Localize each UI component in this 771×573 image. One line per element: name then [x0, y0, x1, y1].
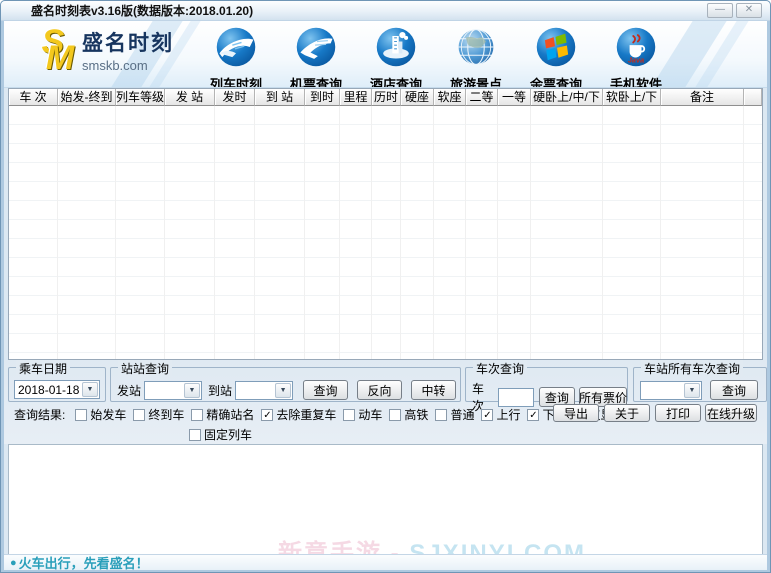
windows-icon: [534, 25, 578, 72]
column-header-duration[interactable]: 历时: [372, 89, 401, 106]
about-button[interactable]: 关于: [604, 404, 650, 422]
checkbox-departing-trains[interactable]: 始发车: [75, 406, 126, 423]
toolbar-label: 列车时刻: [209, 77, 262, 88]
travel-date-combobox[interactable]: 2018-01-18 ▼: [14, 380, 100, 399]
toolbar-item-tourist-spots[interactable]: 旅游景点: [436, 25, 516, 88]
detail-panel: [8, 444, 763, 556]
from-station-label: 发站: [117, 383, 142, 398]
checkbox-fixed-train[interactable]: 固定列车: [189, 426, 252, 443]
station-group-label: 站站查询: [118, 360, 173, 377]
title-bar: 盛名时刻表v3.16版(数据版本:2018.01.20) — ✕: [1, 1, 770, 21]
all-fares-button[interactable]: 所有票价: [579, 387, 627, 407]
train-group-label: 车次查询: [473, 360, 528, 377]
column-header-dep-time[interactable]: 发时: [215, 89, 255, 106]
column-header-hard-sleeper[interactable]: 硬卧上/中/下: [531, 89, 603, 106]
toolbar-item-ticket-availability[interactable]: 余票查询: [516, 25, 596, 88]
checkbox-upbound[interactable]: ✓ 上行: [481, 408, 521, 422]
status-bullet: ●: [10, 556, 17, 569]
window-title: 盛名时刻表v3.16版(数据版本:2018.01.20): [31, 4, 254, 18]
train-icon: [214, 25, 258, 72]
globe-icon: [454, 25, 498, 72]
toolbar-item-flight-query[interactable]: 机票查询: [276, 25, 356, 88]
toolbar-label: 酒店查询: [369, 77, 422, 88]
java-icon: Java: [614, 25, 658, 72]
svg-text:Java: Java: [628, 56, 644, 65]
toolbar-item-train-times[interactable]: 列车时刻: [196, 25, 276, 88]
column-header-soft-seat[interactable]: 软座: [434, 89, 466, 106]
station-all-combobox[interactable]: ▼: [640, 380, 702, 400]
column-header-arr-time[interactable]: 到时: [305, 89, 340, 106]
column-header-first-class[interactable]: 一等: [498, 89, 531, 106]
checkbox-ordinary[interactable]: 普通: [435, 406, 474, 423]
toolbar-label: 手机软件: [609, 77, 662, 88]
column-header-distance[interactable]: 里程: [340, 89, 372, 106]
checkbox-terminating-trains[interactable]: 终到车: [133, 406, 184, 423]
toolbar-item-mobile-software[interactable]: Java 手机软件: [596, 25, 676, 88]
column-header-origin-dest[interactable]: 始发-终到: [58, 89, 116, 106]
checkbox-high-speed[interactable]: 高铁: [389, 406, 428, 423]
checkbox-exact-station-name[interactable]: 精确站名: [191, 406, 254, 423]
station-all-group-label: 车站所有车次查询: [641, 360, 744, 377]
column-header-train-class[interactable]: 列车等级: [116, 89, 165, 106]
column-header-hard-seat[interactable]: 硬座: [401, 89, 434, 106]
train-query-group: 车次查询 车次 查询 所有票价: [465, 360, 628, 413]
hotel-icon: [374, 25, 418, 72]
chevron-down-icon[interactable]: ▼: [275, 382, 292, 398]
chevron-down-icon[interactable]: ▼: [684, 382, 700, 398]
column-header-dep-station[interactable]: 发 站: [165, 89, 215, 106]
print-button[interactable]: 打印: [655, 404, 701, 422]
station-all-query-button[interactable]: 查询: [710, 380, 758, 400]
chevron-down-icon[interactable]: ▼: [82, 382, 98, 397]
train-query-button[interactable]: 查询: [538, 387, 575, 407]
table-body: [9, 106, 762, 359]
train-no-label: 车次: [472, 382, 485, 413]
plane-icon: [294, 25, 338, 72]
station-all-trains-group: 车站所有车次查询 ▼ 查询: [633, 360, 767, 402]
toolbar-item-hotel-query[interactable]: 酒店查询: [356, 25, 436, 88]
column-header-soft-sleeper[interactable]: 软卧上/下: [603, 89, 661, 106]
table-header-row: 车 次 始发-终到 列车等级 发 站 发时 到 站 到时 里程 历时 硬座 软座…: [9, 89, 762, 106]
status-text: 火车出行，先看盛名！: [18, 556, 149, 571]
toolbar-label: 旅游景点: [449, 77, 502, 88]
toolbar-label: 机票查询: [289, 77, 342, 88]
brand-domain: smskb.com: [82, 58, 148, 73]
column-header-filler: [744, 89, 762, 106]
checkbox-d-trains[interactable]: 动车: [343, 406, 382, 423]
export-button[interactable]: 导出: [553, 404, 599, 422]
station-query-group: 站站查询 发站 ▼ 到站 ▼ 查询 反向 中转: [110, 360, 461, 402]
toolbar: 列车时刻 机票查询 酒店查询: [196, 25, 676, 88]
column-header-second-class[interactable]: 二等: [466, 89, 498, 106]
toolbar-label: 余票查询: [529, 77, 582, 88]
action-buttons: 导出 关于 打印 在线升级: [553, 404, 757, 422]
transfer-button[interactable]: 中转: [411, 380, 457, 400]
chevron-down-icon[interactable]: ▼: [184, 382, 201, 398]
from-station-combobox[interactable]: ▼: [144, 380, 203, 400]
status-bar: ● 火车出行，先看盛名！: [4, 554, 767, 571]
to-station-label: 到站: [208, 383, 233, 398]
brand-name: 盛名时刻: [82, 32, 174, 55]
close-button[interactable]: ✕: [736, 3, 762, 18]
date-group-label: 乘车日期: [16, 360, 71, 377]
column-header-arr-station[interactable]: 到 站: [255, 89, 305, 106]
minimize-button[interactable]: —: [707, 3, 733, 18]
results-table: 车 次 始发-终到 列车等级 发 站 发时 到 站 到时 里程 历时 硬座 软座…: [8, 88, 763, 360]
train-no-input[interactable]: [497, 387, 534, 407]
online-upgrade-button[interactable]: 在线升级: [705, 404, 757, 422]
query-controls: 乘车日期 2018-01-18 ▼ 站站查询 发站 ▼ 到站 ▼: [4, 360, 767, 444]
checkbox-remove-duplicates[interactable]: ✓ 去除重复车: [261, 408, 337, 422]
station-query-button[interactable]: 查询: [303, 380, 349, 400]
filter-label: 查询结果:: [14, 408, 66, 422]
column-header-remarks[interactable]: 备注: [661, 89, 744, 106]
date-group: 乘车日期 2018-01-18 ▼: [8, 360, 106, 402]
to-station-combobox[interactable]: ▼: [235, 380, 294, 400]
column-header-train-no[interactable]: 车 次: [9, 89, 58, 106]
reverse-button[interactable]: 反向: [357, 380, 403, 400]
